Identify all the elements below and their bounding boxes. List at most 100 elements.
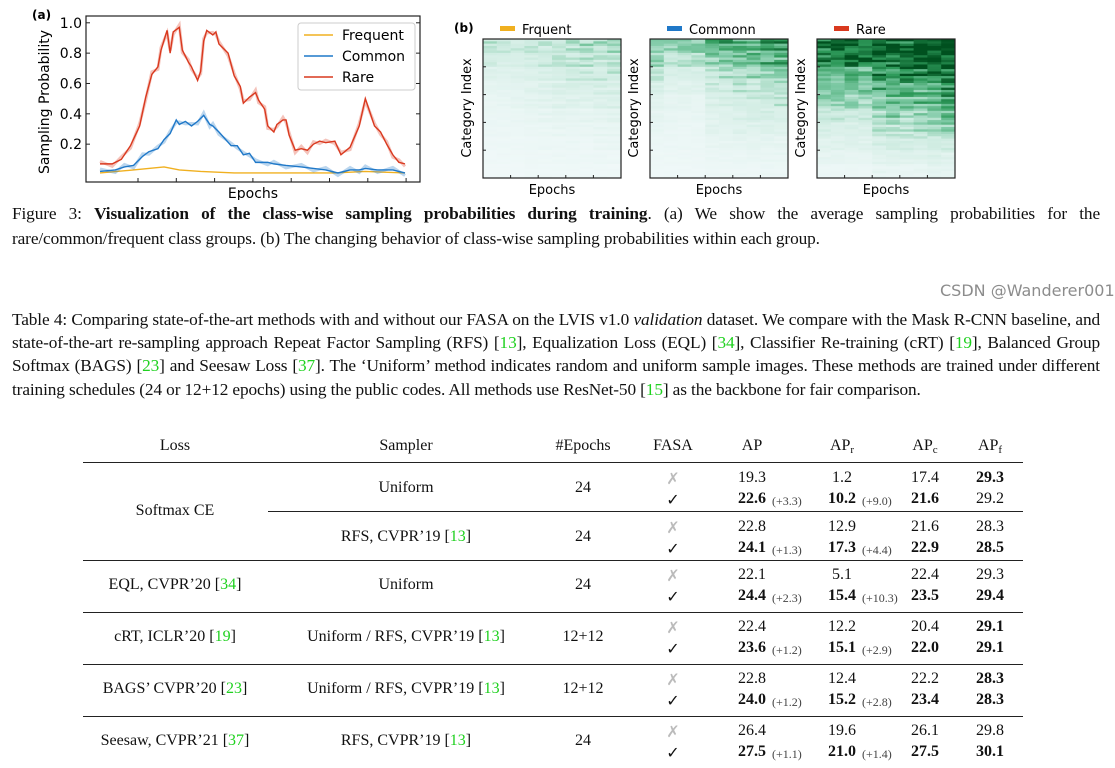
heatmap-cell bbox=[579, 122, 594, 126]
apf-value: 30.1 bbox=[976, 742, 1004, 760]
heatmap-cell bbox=[732, 78, 747, 82]
heatmap-cell bbox=[913, 66, 928, 70]
column-header-text: AP bbox=[741, 437, 763, 454]
heatmap-cell bbox=[858, 48, 873, 51]
citation-link[interactable]: 13 bbox=[449, 528, 466, 545]
heatmap-cell bbox=[565, 124, 580, 128]
heatmap-cell bbox=[774, 87, 789, 91]
heatmap-cell bbox=[913, 71, 928, 75]
heatmap-cell bbox=[565, 66, 580, 70]
heatmap-cell bbox=[705, 110, 720, 114]
citation-link[interactable]: 13 bbox=[483, 628, 500, 645]
heatmap-cell bbox=[650, 92, 665, 95]
heatmap-cell bbox=[538, 166, 553, 170]
citation-link[interactable]: 13 bbox=[483, 680, 500, 697]
heatmap-cell bbox=[899, 175, 914, 179]
citation-link[interactable]: 19 bbox=[214, 628, 231, 645]
loss-cell: cRT, ICLR’20 [19] bbox=[114, 628, 236, 646]
heatmap-cell bbox=[830, 115, 845, 119]
heatmap-cell bbox=[579, 175, 594, 179]
heatmap-cell bbox=[774, 175, 789, 179]
heatmap-cell bbox=[483, 41, 498, 45]
heatmap-cell bbox=[844, 143, 859, 146]
ap-value: 22.4 bbox=[738, 618, 766, 635]
heatmap-cell bbox=[886, 71, 901, 75]
heatmap-cell bbox=[650, 69, 665, 72]
citation-link[interactable]: 15 bbox=[645, 379, 663, 399]
heatmap-cell bbox=[941, 87, 956, 91]
caption-text: Figure 3: bbox=[12, 204, 95, 223]
heatmap-cell bbox=[719, 147, 734, 151]
heatmap-cell bbox=[483, 87, 498, 91]
heatmap-cell bbox=[579, 64, 594, 68]
heatmap-cell bbox=[593, 85, 608, 89]
heatmap-cell bbox=[886, 113, 901, 116]
citation-link[interactable]: 23 bbox=[142, 356, 160, 376]
heatmap-cell bbox=[510, 164, 525, 167]
heatmap-cell bbox=[899, 64, 914, 68]
heatmap-cell bbox=[650, 39, 665, 42]
heatmap-cell bbox=[650, 101, 665, 105]
heatmap-cell bbox=[579, 120, 594, 123]
heatmap-cell bbox=[510, 106, 525, 109]
heatmap-cell bbox=[830, 57, 845, 61]
citation-link[interactable]: 13 bbox=[449, 732, 466, 749]
heatmap-cell bbox=[927, 48, 942, 51]
citation-link[interactable]: 19 bbox=[954, 333, 972, 353]
heatmap-cell bbox=[927, 85, 942, 89]
heatmap-cell bbox=[538, 57, 553, 61]
heatmap-cell bbox=[565, 133, 580, 137]
heatmap-cell bbox=[719, 62, 734, 65]
heatmap-cell bbox=[510, 110, 525, 114]
heatmap-cell bbox=[927, 43, 942, 47]
heatmap-cell bbox=[899, 89, 914, 93]
heatmap-cell bbox=[760, 50, 775, 54]
heatmap-cell bbox=[565, 175, 580, 179]
heatmap-cell bbox=[719, 71, 734, 75]
heatmap-cell bbox=[913, 173, 928, 177]
loss-cell-label: EQL, CVPR’20 bbox=[108, 576, 211, 593]
heatmap-cell bbox=[899, 133, 914, 137]
heatmap-cell bbox=[538, 50, 553, 54]
heatmap-cell bbox=[565, 41, 580, 45]
heatmap-cell bbox=[732, 99, 747, 102]
apf-value: 29.1 bbox=[976, 638, 1004, 656]
loss-cell-label: cRT, ICLR’20 bbox=[114, 628, 206, 645]
heatmap-cell bbox=[858, 161, 873, 165]
citation-link[interactable]: 37 bbox=[297, 356, 316, 376]
citation-link[interactable]: 34 bbox=[220, 576, 237, 593]
heatmap-cell bbox=[607, 66, 622, 70]
citation-link[interactable]: 23 bbox=[225, 680, 242, 697]
heatmap-cell bbox=[677, 99, 692, 102]
heatmap-cell bbox=[760, 103, 775, 107]
heatmap-cell bbox=[817, 57, 832, 61]
heatmap-cell bbox=[732, 55, 747, 58]
heatmap-cell bbox=[510, 173, 525, 177]
heatmap-cell bbox=[844, 48, 859, 51]
heatmap-cell bbox=[817, 69, 832, 72]
heatmap-cell bbox=[844, 117, 859, 121]
heatmap-cell bbox=[565, 94, 580, 98]
heatmap-cell bbox=[927, 69, 942, 72]
heatmap-cell bbox=[858, 159, 873, 163]
heatmap-cell bbox=[663, 154, 678, 158]
citation-link[interactable]: 13 bbox=[499, 333, 517, 353]
heatmap-cell bbox=[830, 62, 845, 65]
ap-value: 22.8 bbox=[738, 670, 766, 687]
heatmap-cell bbox=[538, 138, 553, 142]
heatmap-cell bbox=[760, 41, 775, 45]
heatmap-cell bbox=[719, 164, 734, 167]
heatmap-cell bbox=[579, 164, 594, 167]
heatmap-cell bbox=[858, 147, 873, 151]
citation-link[interactable]: 37 bbox=[228, 732, 245, 749]
heatmap-cell bbox=[705, 164, 720, 167]
heatmap-cell bbox=[872, 106, 887, 109]
bracket: [ bbox=[474, 628, 484, 645]
heatmap-cell bbox=[858, 131, 873, 135]
heatmap-cell bbox=[760, 145, 775, 149]
heatmap-cell bbox=[650, 62, 665, 65]
heatmap-cell bbox=[844, 103, 859, 107]
heatmap-cell bbox=[607, 45, 622, 49]
citation-link[interactable]: 34 bbox=[717, 333, 735, 353]
heatmap-cell bbox=[552, 41, 567, 45]
